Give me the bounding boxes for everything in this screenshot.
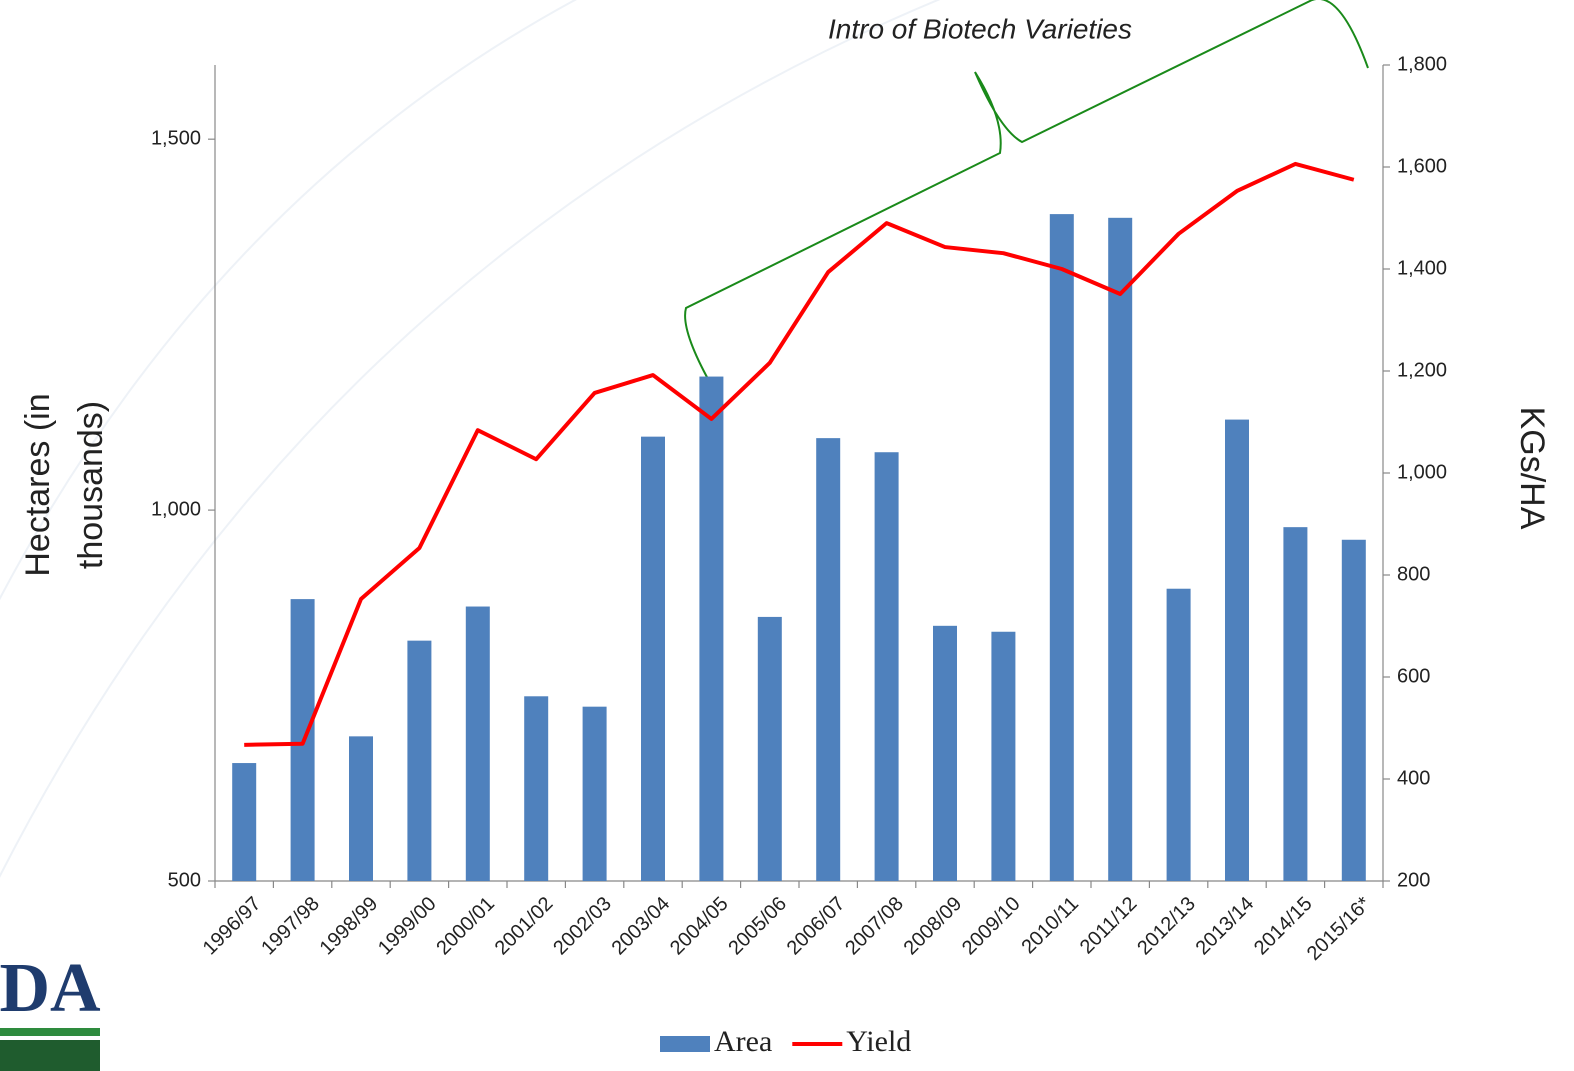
x-tick-label: 1996/97 <box>199 893 266 960</box>
annotation-brace <box>684 0 1369 389</box>
x-tick-label: 2009/10 <box>958 893 1025 960</box>
bar <box>1225 419 1249 881</box>
x-tick-label: 2010/11 <box>1017 893 1083 959</box>
y-tick-label: 1,500 <box>151 127 201 149</box>
y2-tick-label: 400 <box>1397 767 1430 789</box>
y2-tick-label: 1,800 <box>1397 53 1447 75</box>
bar <box>1166 588 1191 881</box>
bar <box>349 736 373 881</box>
bar <box>232 763 257 881</box>
bar <box>757 616 782 881</box>
bar <box>816 438 841 881</box>
line <box>244 161 1355 747</box>
x-tick-label: 2006/07 <box>783 893 850 960</box>
y2-axis-label: KGs/HA <box>1513 407 1551 530</box>
x-tick-label: 2012/13 <box>1133 893 1200 960</box>
x-tick-label: 2011/12 <box>1076 893 1142 959</box>
bar <box>991 631 1016 881</box>
bar <box>1341 539 1366 881</box>
bar <box>582 706 607 881</box>
y2-tick-label: 800 <box>1397 563 1430 585</box>
legend-label: Area <box>714 1025 772 1058</box>
legend-swatch <box>660 1036 710 1052</box>
x-tick-label: 1998/99 <box>316 893 383 960</box>
x-tick-label: 2004/05 <box>666 893 733 960</box>
bar <box>933 625 957 881</box>
bar <box>465 606 490 881</box>
bar <box>1283 527 1308 881</box>
y-tick-label: 1,000 <box>151 498 201 520</box>
x-tick-label: 2007/08 <box>841 893 908 960</box>
x-tick-label: 2013/14 <box>1192 893 1259 960</box>
background-arc <box>0 0 578 601</box>
y2-tick-label: 600 <box>1397 665 1430 687</box>
annotation: Intro of Biotech Varieties <box>828 13 1132 44</box>
x-tick-label: 1999/00 <box>374 893 441 960</box>
bar <box>641 436 665 881</box>
y2-tick-label: 1,600 <box>1397 155 1447 177</box>
x-tick-label: 2008/09 <box>900 893 967 960</box>
x-tick-label: 2002/03 <box>549 893 616 960</box>
legend-label: Yield <box>846 1025 911 1058</box>
y2-tick-label: 200 <box>1397 869 1430 891</box>
y-axis-label: thousands) <box>72 401 110 569</box>
x-tick-label: 2003/04 <box>608 893 675 960</box>
background-arc <box>0 0 941 879</box>
y-tick-label: 500 <box>168 869 201 891</box>
bar <box>874 452 899 881</box>
y2-tick-label: 1,000 <box>1397 461 1447 483</box>
x-tick-label: 2001/02 <box>491 893 558 960</box>
x-tick-label: 2005/06 <box>724 893 791 960</box>
bar <box>1108 217 1133 881</box>
x-tick-label: 2015/16* <box>1303 893 1375 965</box>
x-tick-label: 2000/01 <box>432 893 499 960</box>
logo-stripe <box>0 1040 100 1071</box>
logo-stripe <box>0 1028 100 1036</box>
x-tick-label: 1997/98 <box>257 893 324 960</box>
y2-tick-label: 1,400 <box>1397 257 1447 279</box>
bar <box>1049 214 1074 881</box>
y-axis-label: Hectares (in <box>19 393 57 576</box>
bar <box>407 640 432 881</box>
bar <box>524 696 549 881</box>
bar <box>699 376 724 881</box>
logo-text: DA <box>0 950 101 1027</box>
y2-tick-label: 1,200 <box>1397 359 1447 381</box>
